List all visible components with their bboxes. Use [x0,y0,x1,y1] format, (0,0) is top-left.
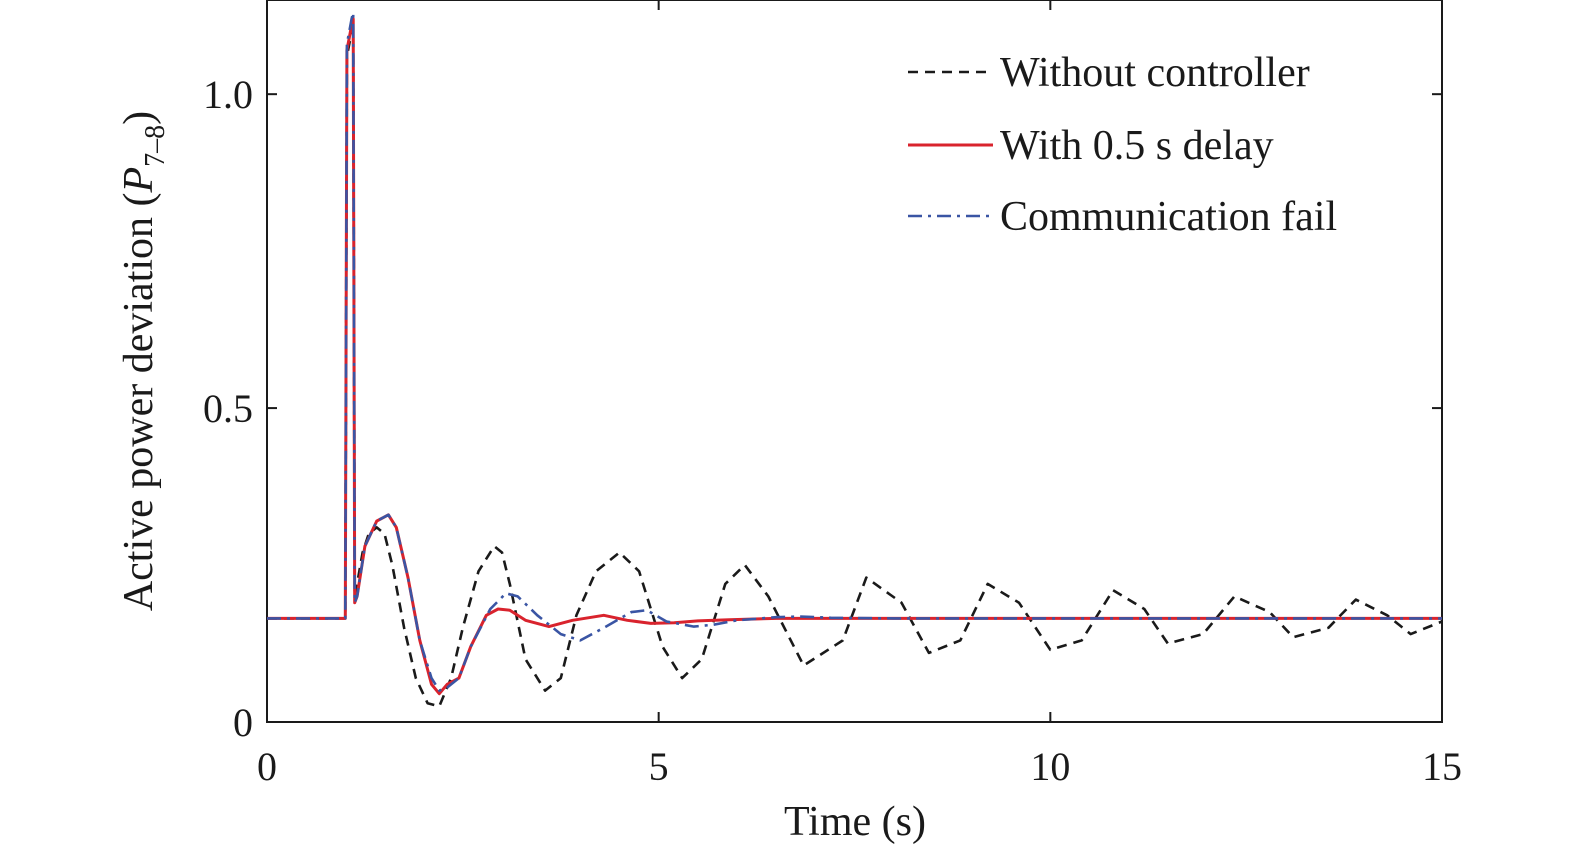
y-axis-title-subscript: 7–8 [140,125,171,167]
plot-background [267,0,1442,722]
y-tick-label: 1.0 [203,72,253,117]
axis-tick-labels: 0 5 10 15 0 0.5 1.0 [203,72,1462,789]
legend: Without controller With 0.5 s delay Commun… [908,50,1337,240]
axis-ticks [266,0,1443,723]
y-axis-title-close: ) [116,111,162,125]
series-line-3 [267,11,1442,692]
x-tick-label: 10 [1030,744,1070,789]
series-line-1 [267,17,1443,708]
x-tick-label: 0 [257,744,277,789]
y-tick-label: 0 [233,700,253,745]
legend-label-2: With 0.5 s delay [1000,123,1274,169]
y-tick-label: 0.5 [203,386,253,431]
x-axis-title: Time (s) [784,799,926,845]
y-axis-title: Active power deviation (P7–8) [116,111,171,611]
legend-label-1: Without controller [1000,50,1310,96]
y-axis-title-symbol: P [116,167,162,194]
x-tick-label: 5 [649,744,669,789]
y-axis-title-main: Active power deviation ( [116,192,162,611]
legend-label-3: Communication fail [1000,194,1337,240]
series-layer [267,11,1443,708]
x-tick-label: 15 [1422,744,1462,789]
plot-frame [266,0,1443,723]
